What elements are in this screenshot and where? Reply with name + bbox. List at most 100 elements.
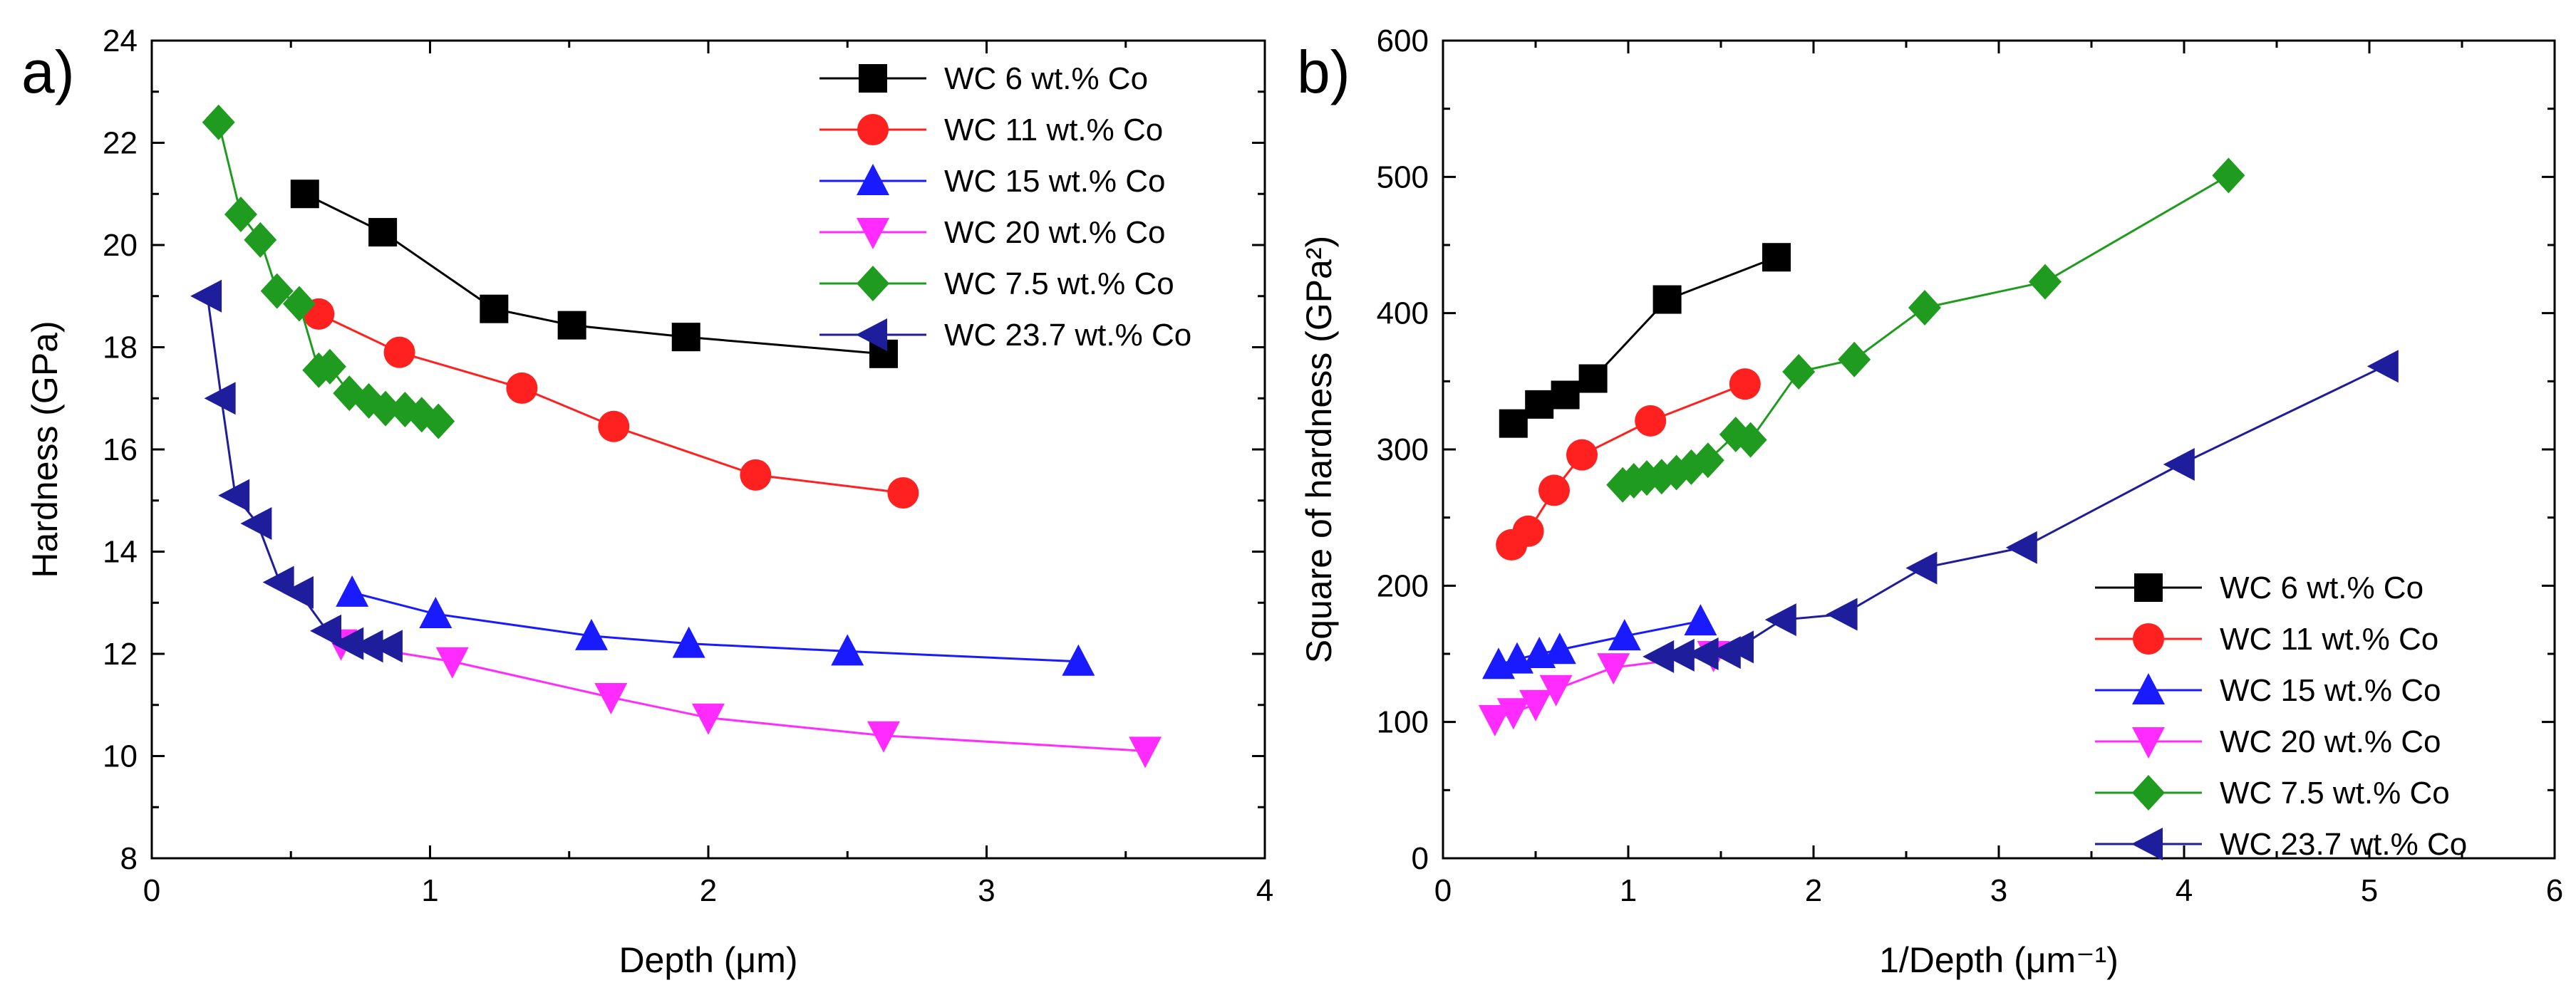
panel-b-square-hardness-vs-inverse-depth: b) 0 1 2 3 4 5 6 0 100 200 300 400 500 600 1/Depth (μm⁻… (1297, 24, 2563, 980)
x-tick-label: 0 (143, 873, 160, 908)
data-point (2163, 448, 2195, 481)
data-point (310, 614, 342, 647)
panel-label: b) (1297, 38, 1350, 105)
data-point (383, 336, 415, 368)
data-point (1539, 675, 1573, 707)
series-wc-15-wt-co (1482, 604, 1717, 679)
data-point (2005, 531, 2037, 564)
legend-label: WC 6 wt.% Co (944, 61, 1148, 96)
data-point (290, 179, 319, 209)
data-point (1643, 640, 1675, 673)
data-point (1762, 243, 1791, 272)
legend-label: WC 11 wt.% Co (944, 113, 1163, 147)
legend-marker (2132, 775, 2165, 811)
series-wc-7-5-wt-co (1606, 157, 2245, 503)
data-point (672, 626, 705, 658)
y-tick-label: 14 (103, 535, 138, 570)
data-point (1519, 689, 1552, 722)
data-point (1525, 390, 1554, 419)
data-point (240, 507, 272, 541)
series-wc-11-wt-co (1496, 368, 1761, 561)
legend-label: WC 20 wt.% Co (2220, 724, 2441, 759)
data-point (204, 382, 236, 415)
data-point (351, 630, 383, 663)
data-point (1608, 619, 1641, 651)
data-point (281, 575, 314, 609)
data-point (671, 323, 700, 352)
legend: WC 6 wt.% Co WC 11 wt.% Co WC 15 wt.% Co WC… (819, 61, 1191, 353)
x-tick-label: 4 (1256, 873, 1273, 908)
data-point (313, 348, 346, 385)
y-tick-label: 16 (103, 432, 138, 467)
legend-marker (857, 266, 889, 301)
data-point (557, 311, 586, 340)
legend-label: WC 15 wt.% Co (944, 164, 1166, 199)
legend-marker (2132, 727, 2165, 759)
data-point (1597, 653, 1630, 685)
data-point (190, 279, 222, 313)
data-point (218, 479, 250, 512)
series-line (351, 591, 1079, 663)
legend-marker (2132, 673, 2165, 704)
data-point (1652, 285, 1682, 314)
y-axis-title: Hardness (GPa) (25, 321, 65, 578)
legend-marker (2131, 828, 2163, 860)
data-point (1578, 364, 1608, 393)
x-axis-title: 1/Depth (μm⁻¹) (1879, 940, 2119, 980)
legend-marker (2133, 623, 2164, 655)
legend-label: WC 7.5 wt.% Co (2220, 776, 2450, 811)
y-tick-label: 10 (103, 739, 138, 774)
series-line (341, 642, 1146, 752)
data-point (2212, 157, 2245, 194)
data-point (369, 390, 403, 427)
panel-label: a) (21, 38, 75, 105)
data-point (1538, 474, 1570, 506)
data-point (1551, 380, 1580, 410)
legend-marker (857, 164, 889, 195)
y-tick-label: 200 (1377, 568, 1429, 603)
data-point (1691, 442, 1724, 479)
legend-label: WC 23.7 wt.% Co (944, 318, 1191, 353)
x-tick-label: 5 (2361, 873, 2378, 908)
data-point (336, 575, 369, 607)
data-point (594, 682, 628, 714)
data-point (1635, 405, 1667, 437)
series-wc-20-wt-co (1478, 640, 1730, 736)
series-wc-20-wt-co (324, 629, 1162, 769)
x-tick-label: 6 (2546, 873, 2563, 908)
legend-label: WC 6 wt.% Co (2220, 571, 2424, 605)
legend-label: WC 20 wt.% Co (944, 215, 1166, 250)
y-tick-label: 600 (1377, 24, 1429, 58)
data-point (692, 703, 725, 735)
series-wc-15-wt-co (336, 575, 1095, 676)
data-point (1729, 368, 1761, 400)
data-point (598, 410, 630, 442)
x-tick-label: 3 (978, 873, 995, 908)
y-tick-label: 100 (1377, 705, 1429, 740)
data-point (282, 286, 316, 322)
series-line (304, 192, 884, 355)
data-point (2366, 350, 2399, 383)
data-point (1543, 632, 1576, 665)
y-tick-label: 18 (103, 330, 138, 365)
series-wc-6-wt-co (290, 179, 899, 368)
data-point (1478, 704, 1511, 736)
legend: WC 6 wt.% Co WC 11 wt.% Co WC 15 wt.% Co WC… (2095, 571, 2467, 862)
data-point (1734, 422, 1767, 458)
data-point (244, 222, 277, 258)
series-wc-7-5-wt-co (202, 104, 455, 439)
x-tick-label: 3 (1990, 873, 2007, 908)
data-point (506, 372, 538, 404)
data-point (2029, 264, 2062, 300)
y-tick-label: 500 (1377, 160, 1429, 194)
legend-label: WC 11 wt.% Co (2220, 622, 2438, 657)
y-tick-label: 20 (103, 228, 138, 263)
x-tick-label: 0 (1434, 873, 1452, 908)
legend-label: WC 7.5 wt.% Co (944, 266, 1174, 301)
data-point (1499, 409, 1528, 438)
x-tick-label: 1 (421, 873, 438, 908)
data-point (1496, 698, 1530, 730)
legend-marker (859, 64, 887, 93)
x-tick-label: 1 (1620, 873, 1637, 908)
